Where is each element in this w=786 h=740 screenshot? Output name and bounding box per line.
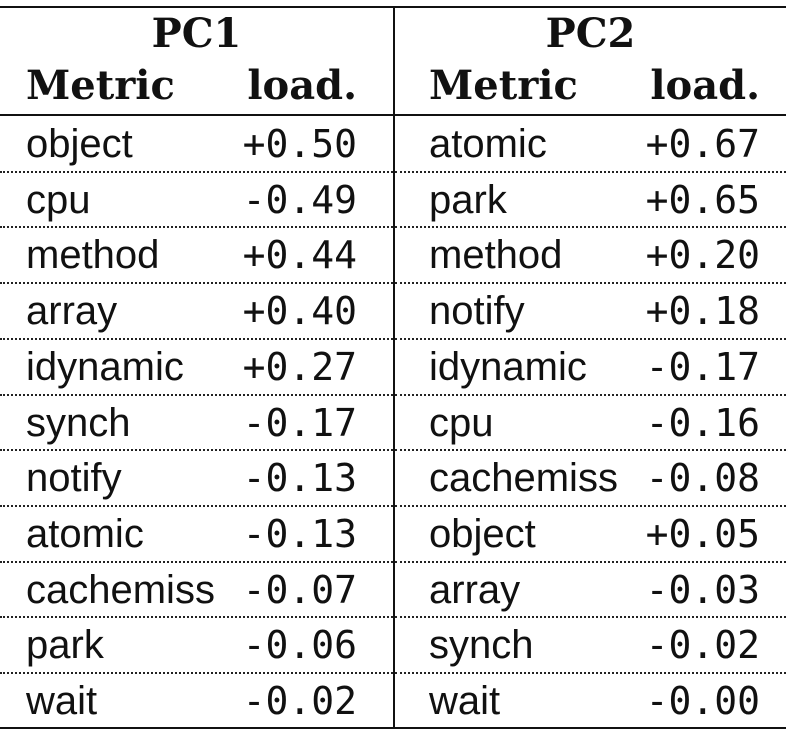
pc2-metric-cell: cpu bbox=[429, 400, 494, 445]
pc1-load-header: load. bbox=[247, 62, 357, 109]
pc1-load-cell: -0.49 bbox=[242, 177, 357, 222]
pc2-load-cell: -0.17 bbox=[645, 344, 760, 389]
pc1-load-cell: -0.13 bbox=[242, 511, 357, 556]
row-separator bbox=[0, 226, 393, 229]
row-separator bbox=[0, 337, 393, 340]
pc2-load-header: load. bbox=[650, 62, 760, 109]
pc2-load-cell: +0.67 bbox=[645, 122, 760, 166]
pc1-load-cell: +0.40 bbox=[242, 289, 357, 334]
row-separator bbox=[0, 616, 393, 619]
pc2-metric-cell: object bbox=[429, 511, 536, 556]
pc2-metric-cell: cachemiss bbox=[429, 456, 618, 501]
row-separator bbox=[395, 560, 786, 563]
pc1-metric-cell: method bbox=[26, 233, 160, 278]
pc2-metric-cell: park bbox=[429, 177, 507, 222]
row-separator bbox=[395, 616, 786, 619]
pc2-metric-cell: atomic bbox=[429, 122, 547, 166]
pc1-metric-cell: wait bbox=[26, 679, 98, 723]
pc2-metric-cell: notify bbox=[429, 289, 525, 334]
pc1-metric-header: Metric bbox=[26, 62, 175, 109]
row-separator bbox=[395, 672, 786, 674]
pc2-load-cell: +0.18 bbox=[645, 289, 760, 334]
pc1-load-cell: +0.27 bbox=[242, 344, 357, 389]
pc1-metric-cell: park bbox=[26, 623, 104, 668]
pc1-metric-cell: cpu bbox=[26, 177, 91, 222]
pc1-load-cell: -0.07 bbox=[242, 567, 357, 612]
pc1-load-cell: -0.06 bbox=[242, 623, 357, 668]
pc2-load-cell: -0.02 bbox=[645, 623, 760, 668]
pc1-metric-cell: object bbox=[26, 122, 133, 166]
pc2-load-cell: -0.00 bbox=[645, 679, 760, 723]
pc2-load-cell: +0.65 bbox=[645, 177, 760, 222]
row-separator bbox=[0, 282, 393, 285]
pc2-title: PC2 bbox=[545, 10, 636, 57]
row-separator bbox=[395, 393, 786, 396]
pc1-load-cell: -0.13 bbox=[242, 456, 357, 501]
pc2-metric-cell: idynamic bbox=[429, 344, 587, 389]
row-separator bbox=[0, 170, 393, 173]
pc2-metric-cell: method bbox=[429, 233, 563, 278]
column-divider bbox=[393, 6, 395, 729]
pc1-metric-cell: atomic bbox=[26, 511, 144, 556]
row-separator bbox=[0, 560, 393, 563]
row-separator bbox=[395, 226, 786, 229]
row-separator bbox=[0, 393, 393, 396]
pc1-load-cell: +0.44 bbox=[242, 233, 357, 278]
pc2-metric-header: Metric bbox=[429, 62, 578, 109]
row-separator bbox=[0, 504, 393, 507]
pc1-metric-cell: array bbox=[26, 289, 118, 334]
pc2-load-cell: -0.03 bbox=[645, 567, 760, 612]
row-separator bbox=[395, 282, 786, 285]
row-separator bbox=[395, 170, 786, 173]
pc1-metric-cell: cachemiss bbox=[26, 567, 215, 612]
pc2-load-cell: -0.08 bbox=[645, 456, 760, 501]
pc2-load-cell: +0.05 bbox=[645, 511, 760, 556]
pc1-load-cell: -0.17 bbox=[242, 400, 357, 445]
row-separator bbox=[395, 449, 786, 452]
pc1-title: PC1 bbox=[151, 10, 242, 57]
pc2-load-cell: -0.16 bbox=[645, 400, 760, 445]
row-separator bbox=[0, 672, 393, 674]
pc1-load-cell: -0.02 bbox=[242, 679, 357, 723]
pc1-metric-cell: synch bbox=[26, 400, 131, 445]
row-separator bbox=[395, 337, 786, 340]
pc2-metric-cell: array bbox=[429, 567, 521, 612]
row-separator bbox=[0, 449, 393, 452]
pc1-metric-cell: notify bbox=[26, 456, 122, 501]
pc1-metric-cell: idynamic bbox=[26, 344, 184, 389]
pc1-load-cell: +0.50 bbox=[242, 122, 357, 166]
pc2-metric-cell: synch bbox=[429, 623, 534, 668]
pc2-metric-cell: wait bbox=[429, 679, 501, 723]
pc2-load-cell: +0.20 bbox=[645, 233, 760, 278]
row-separator bbox=[395, 504, 786, 507]
